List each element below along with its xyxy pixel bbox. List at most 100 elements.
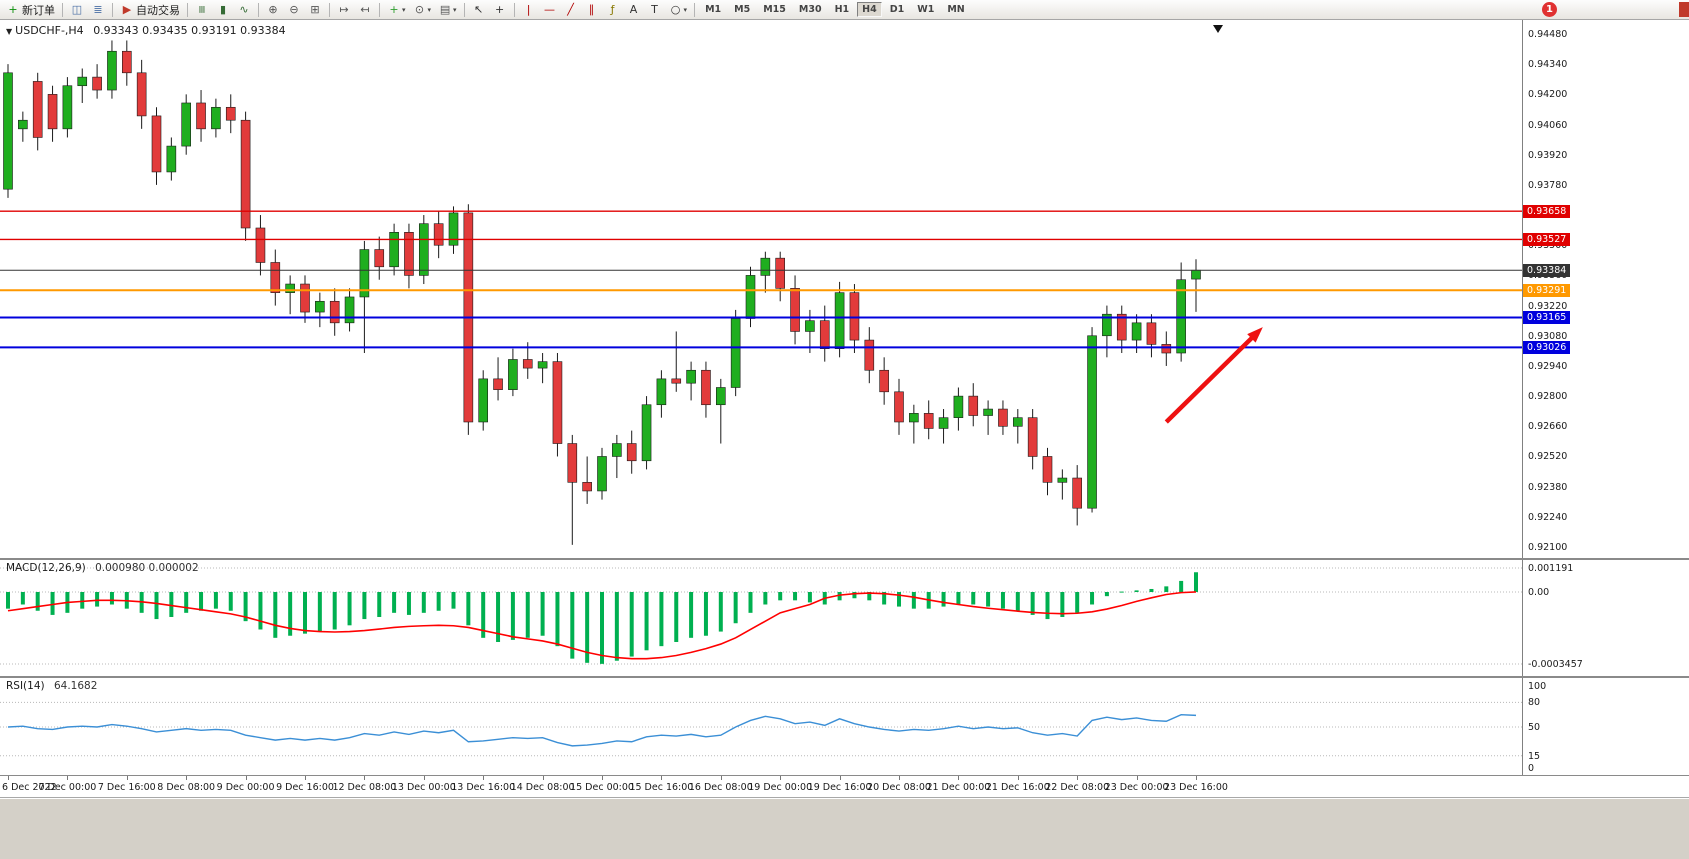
rsi-axis-label: 80	[1528, 697, 1541, 709]
macd-histogram-bar	[1134, 590, 1139, 592]
fibonacci-button[interactable]: ƒ	[603, 1, 623, 18]
rsi-chart[interactable]	[0, 678, 1522, 776]
timeframe-m15-button[interactable]: M15	[763, 4, 786, 15]
zoom-in-button[interactable]: ⊕	[263, 1, 283, 18]
new-order-button[interactable]: + 新订单	[3, 1, 58, 18]
candle-up	[641, 404, 652, 462]
candle-down	[923, 413, 934, 429]
macd-histogram-bar	[6, 592, 10, 609]
timeframe-m1-button[interactable]: M1	[705, 4, 722, 15]
vertical-line-button[interactable]: |	[519, 1, 539, 18]
equidistant-channel-button[interactable]: ∥	[582, 1, 602, 18]
time-axis-tick	[1136, 776, 1138, 780]
timeframe-h4-button[interactable]: H4	[857, 2, 882, 17]
trend-arrow-head[interactable]	[1247, 327, 1263, 343]
horizontal-line-button[interactable]: —	[540, 1, 560, 18]
time-axis-label: 7 Dec 16:00	[97, 782, 156, 793]
macd-histogram-bar	[436, 592, 441, 611]
candle-up	[166, 145, 177, 173]
periods-button[interactable]: ⊙ ▾	[410, 1, 435, 18]
time-axis-label: 20 Dec 08:00	[867, 782, 931, 793]
macd-histogram-bar	[718, 592, 723, 632]
window-background	[0, 798, 1689, 859]
bar-chart-button[interactable]: ≡	[192, 1, 212, 18]
macd-histogram-bar	[1104, 592, 1109, 597]
crosshair-icon: +	[494, 3, 505, 16]
macd-histogram-bar	[674, 592, 679, 642]
trendline-button[interactable]: ╱	[561, 1, 581, 18]
zoom-out-button[interactable]: ⊖	[284, 1, 304, 18]
periods-icon: ⊙	[414, 3, 425, 16]
candle-up	[77, 76, 88, 87]
time-axis-tick	[839, 776, 841, 780]
timeframe-mn-button[interactable]: MN	[947, 4, 965, 15]
rsi-line	[7, 713, 1197, 747]
timeframe-m30-button[interactable]: M30	[798, 4, 822, 15]
rsi-axis-label: 50	[1528, 722, 1541, 733]
symbol-period-label: USDCHF-,H4	[15, 24, 84, 37]
price-axis-label: 0.93080	[1528, 330, 1568, 342]
macd-histogram-bar	[1000, 592, 1005, 609]
text-label-button[interactable]: T	[645, 1, 665, 18]
macd-histogram-bar	[600, 592, 604, 664]
candlestick-chart[interactable]	[0, 20, 1522, 560]
market-watch-button[interactable]: ≣	[88, 1, 108, 18]
candle-down	[92, 76, 102, 91]
chart-shift-button[interactable]: ↤	[355, 1, 375, 18]
macd-histogram-bar	[288, 592, 293, 636]
macd-chart[interactable]	[0, 560, 1522, 678]
candle-up	[597, 456, 607, 492]
candle-down	[136, 72, 147, 117]
candle-down	[1042, 456, 1053, 483]
time-axis-tick	[305, 776, 306, 780]
macd-histogram-bar	[1060, 592, 1065, 617]
templates-caret-icon: ▾	[453, 5, 457, 14]
macd-histogram-bar	[377, 592, 382, 617]
candle-up	[745, 275, 756, 319]
rsi-value: 64.1682	[53, 680, 98, 692]
chart-menu-icon[interactable]: ▼	[6, 27, 13, 36]
chart-title: ▼ USDCHF-,H4 0.93343 0.93435 0.93191 0.93…	[6, 24, 286, 37]
autotrading-button[interactable]: ▶ 自动交易	[117, 1, 183, 18]
crosshair-button[interactable]: +	[490, 1, 510, 18]
timeframe-w1-button[interactable]: W1	[917, 4, 935, 15]
charts-window-button[interactable]: ◫	[67, 1, 87, 18]
arrows-button[interactable]: ○ ▾	[666, 1, 691, 18]
timeframe-m5-button[interactable]: M5	[734, 4, 751, 15]
timeframe-d1-button[interactable]: D1	[889, 4, 905, 15]
timeframe-h1-button[interactable]: H1	[834, 4, 850, 15]
templates-button[interactable]: ▤ ▾	[435, 1, 460, 18]
toolbar-separator	[187, 2, 188, 17]
notification-badge[interactable]: 1	[1542, 2, 1557, 17]
tile-windows-button[interactable]: ⊞	[305, 1, 325, 18]
horizontal-line-icon: —	[544, 3, 556, 16]
candle-up	[537, 361, 548, 369]
trend-arrow-line[interactable]	[1164, 333, 1256, 424]
close-button[interactable]	[1679, 2, 1689, 17]
indicators-button[interactable]: + ▾	[384, 1, 409, 18]
macd-histogram-bar	[882, 592, 887, 605]
time-axis-label: 6 Dec 2022	[2, 782, 57, 793]
macd-histogram-bar	[1015, 592, 1020, 611]
text-button[interactable]: A	[624, 1, 644, 18]
time-axis-tick	[423, 776, 425, 780]
candle-down	[626, 443, 637, 462]
macd-histogram-bar	[109, 592, 114, 605]
macd-histogram-bar	[807, 592, 812, 603]
candle-down	[567, 443, 578, 483]
rsi-panel: RSI(14) 64.1682 100 80 50 15 0	[0, 678, 1689, 776]
macd-histogram-bar	[1179, 580, 1184, 592]
auto-scroll-button[interactable]: ↦	[334, 1, 354, 18]
arrows-icon: ○	[670, 3, 681, 16]
candlestick-chart-button[interactable]: ▮	[213, 1, 233, 18]
price-axis-label: 0.94060	[1528, 119, 1568, 131]
candle-up	[285, 283, 295, 293]
cursor-button[interactable]: ↖	[469, 1, 489, 18]
cursor-icon: ↖	[473, 3, 484, 16]
time-axis-tick	[899, 776, 900, 780]
macd-histogram-bar	[971, 592, 976, 605]
candle-down	[522, 359, 533, 369]
line-chart-button[interactable]: ∿	[234, 1, 254, 18]
macd-histogram-bar	[689, 592, 694, 638]
autotrading-label: 自动交易	[136, 3, 180, 17]
